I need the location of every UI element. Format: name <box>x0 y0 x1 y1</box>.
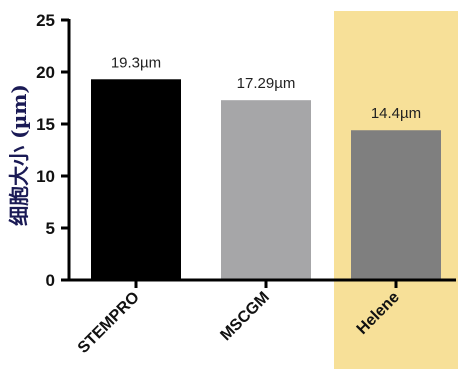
category-label-stempro: STEMPRO <box>75 289 143 357</box>
axes-layer <box>61 18 456 288</box>
category-label-mscgm: MSCGM <box>217 289 272 344</box>
bars-layer <box>91 79 441 281</box>
y-tick-label: 0 <box>46 271 55 290</box>
data-label-mscgm: 17.29µm <box>237 75 296 92</box>
y-tick-label: 15 <box>36 115 55 134</box>
y-tick-label: 20 <box>36 63 55 82</box>
bar-helene <box>351 130 441 280</box>
data-label-stempro: 19.3µm <box>111 54 161 71</box>
data-label-helene: 14.4µm <box>371 105 421 122</box>
y-tick-label: 25 <box>36 11 55 30</box>
y-axis-title: 细胞大小 (µm) <box>7 84 31 226</box>
bar-stempro <box>91 79 181 280</box>
y-tick-label: 10 <box>36 167 55 186</box>
bar-mscgm <box>221 100 311 281</box>
y-tick-label: 5 <box>46 219 55 238</box>
